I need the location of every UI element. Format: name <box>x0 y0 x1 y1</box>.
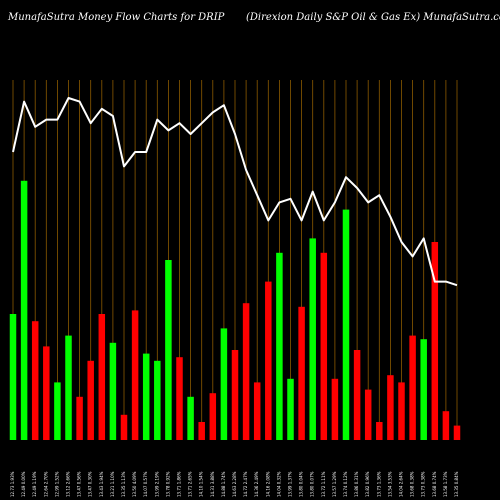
x-tick-label: 13.68 0.38% <box>410 471 415 497</box>
volume-bar <box>387 375 394 440</box>
volume-bar <box>31 321 39 440</box>
x-tick-label: 13.43 1.94% <box>99 471 104 497</box>
x-tick-label: 12.73 1.93% <box>10 471 15 497</box>
x-tick-label: 14.88 1.74% <box>221 471 226 497</box>
x-tick-label: 13.35 0.84% <box>454 471 459 497</box>
x-tick-labels: 12.73 1.93% 12.49 0.00% 12.49 1.19% 12.64 2… <box>10 471 459 497</box>
x-tick-label: 13.80 0.07% <box>310 471 315 497</box>
x-tick-label: 12.99 1.52% <box>54 471 59 497</box>
x-tick-label: 13.57 1.29% <box>332 471 337 497</box>
price-line-path <box>12 97 458 287</box>
volume-bar <box>142 353 150 440</box>
volume-bar <box>287 378 294 440</box>
x-tick-label: 13.71 1.86% <box>177 471 182 497</box>
volume-bar <box>220 328 228 440</box>
x-tick-label: 13.47 0.56% <box>77 471 82 497</box>
volume-bar <box>65 335 72 440</box>
volume-bar <box>20 180 28 441</box>
volume-bar <box>431 242 439 440</box>
x-tick-label: 14.31 3.88% <box>210 471 215 497</box>
volume-bar <box>120 414 128 440</box>
volume-bar <box>320 252 328 440</box>
volume-bar <box>309 238 316 440</box>
x-tick-label: 13.99 1.37% <box>288 471 293 497</box>
x-tick-label: 14.72 2.47% <box>243 471 248 497</box>
x-tick-label: 13.73 0.38% <box>421 471 426 497</box>
volume-bar <box>165 260 172 440</box>
volume-bar <box>265 281 272 440</box>
x-tick-label: 14.04 2.64% <box>399 471 404 497</box>
volume-bar <box>187 396 194 440</box>
x-tick-label: 13.12 2.66% <box>66 471 71 497</box>
x-tick-label: 13.68 0.74% <box>432 471 437 497</box>
volume-bar <box>420 339 427 440</box>
volume-bar <box>398 382 405 440</box>
price-line <box>12 97 458 287</box>
x-tick-label: 13.71 2.65% <box>188 471 193 497</box>
volume-bar <box>98 314 106 440</box>
volume-bar <box>176 357 183 440</box>
volume-bar <box>131 310 139 440</box>
x-tick-label: 12.49 1.19% <box>32 471 37 497</box>
volume-bar <box>409 335 416 440</box>
x-tick-label: 14.63 2.28% <box>232 471 237 497</box>
volume-bar <box>331 378 339 440</box>
x-tick-label: 14.36 2.49% <box>254 471 259 497</box>
x-tick-label: 13.73 1.36% <box>376 471 381 497</box>
volume-bar <box>109 342 117 440</box>
x-tick-label: 14.07 0.57% <box>143 471 148 497</box>
volume-bar <box>87 360 94 440</box>
x-tick-label: 13.35 1.13% <box>121 471 126 497</box>
volume-bar <box>353 350 361 440</box>
volume-bar <box>9 314 17 440</box>
x-tick-label: 13.78 0.92% <box>165 471 170 497</box>
x-tick-label: 14.16 2.08% <box>265 471 270 497</box>
volume-bars <box>9 180 461 441</box>
volume-bar <box>198 422 205 440</box>
volume-bar <box>298 306 305 440</box>
x-tick-label: 13.82 0.96% <box>365 471 370 497</box>
volume-bar <box>242 303 250 440</box>
volume-bar <box>442 411 450 440</box>
volume-bar <box>54 382 61 440</box>
x-tick-label: 13.50 4.09% <box>132 471 137 497</box>
x-tick-label: 13.72 1.11% <box>321 471 326 497</box>
x-tick-label: 14.04 0.32% <box>276 471 281 497</box>
volume-bar <box>276 252 283 440</box>
volume-bar <box>231 350 239 440</box>
volume-bar <box>342 209 350 440</box>
volume-bar <box>453 425 461 440</box>
x-tick-label: 13.58 1.73% <box>443 471 448 497</box>
x-tick-label: 13.80 0.04% <box>299 471 304 497</box>
x-tick-label: 13.86 0.31% <box>354 471 359 497</box>
x-tick-label: 13.54 3.53% <box>387 471 392 497</box>
x-tick-label: 13.99 2.19% <box>154 471 159 497</box>
volume-bar <box>43 346 50 440</box>
x-tick-label: 13.21 1.10% <box>110 471 115 497</box>
volume-bar <box>76 396 83 440</box>
x-tick-label: 13.47 0.30% <box>88 471 93 497</box>
chart-title: MunafaSutra Money Flow Charts for DRIP <box>7 12 225 23</box>
chart-subtitle: (Direxion Daily S&P Oil & Gas Ex) Munafa… <box>246 12 500 23</box>
x-tick-label: 12.64 2.70% <box>43 471 48 497</box>
x-tick-label: 14.10 1.54% <box>199 471 204 497</box>
volume-bar <box>376 422 383 440</box>
volume-bar <box>253 382 261 440</box>
x-tick-label: 12.49 0.00% <box>21 471 26 497</box>
volume-bar <box>209 393 217 440</box>
volume-bar <box>154 360 161 440</box>
volume-bar <box>364 389 372 440</box>
x-tick-label: 13.74 0.12% <box>343 471 348 497</box>
